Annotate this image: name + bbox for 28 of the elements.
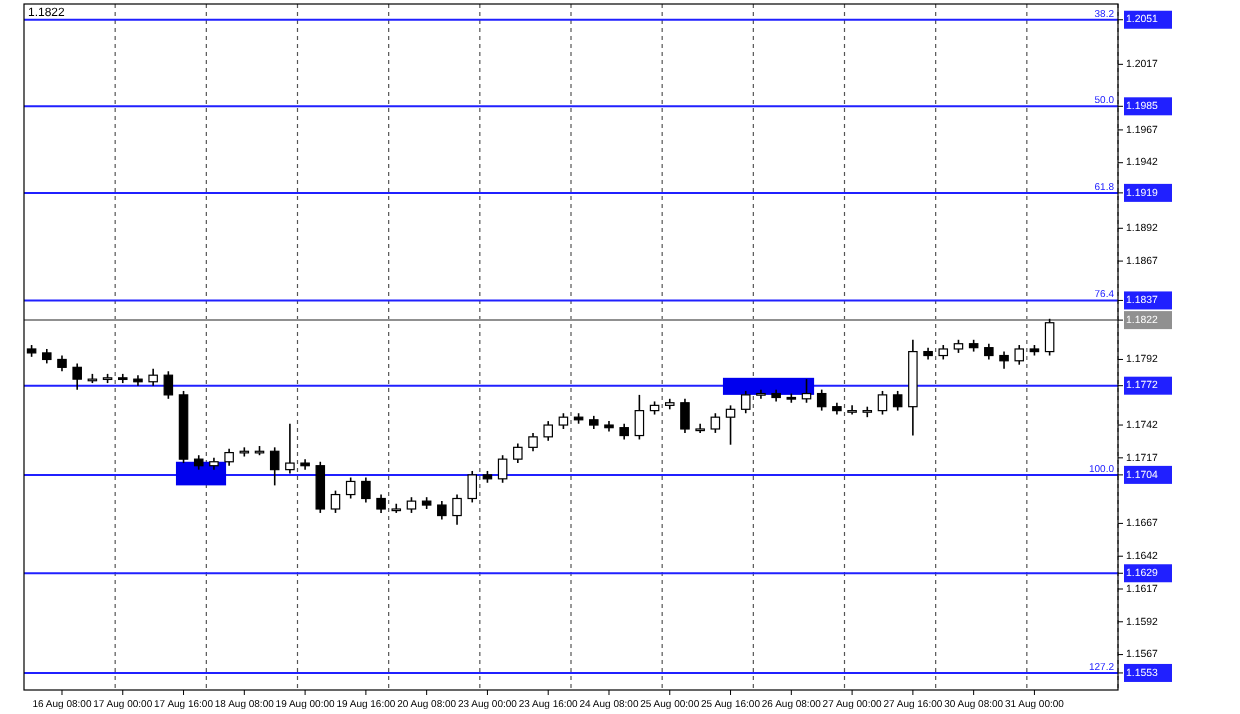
candlestick (680, 398, 690, 434)
candlestick (497, 454, 508, 484)
candlestick (847, 404, 857, 416)
candlestick (345, 476, 356, 500)
candlestick (437, 500, 447, 521)
candlestick (163, 370, 174, 400)
candlestick (269, 446, 280, 487)
candlestick (361, 476, 371, 504)
candlestick (452, 493, 462, 526)
candlestick (467, 470, 478, 504)
candlestick (816, 388, 827, 412)
candlestick (285, 422, 295, 475)
candlestick (330, 489, 341, 514)
candlestick (528, 432, 538, 453)
candlestick (1044, 318, 1055, 357)
candlestick (1014, 344, 1025, 366)
candlestick (543, 420, 553, 442)
candlestick (315, 460, 326, 514)
candlestick (740, 390, 751, 415)
candlestick (877, 390, 888, 416)
candlestick (513, 442, 523, 464)
candlestick (892, 390, 903, 412)
candlestick (634, 394, 645, 441)
candlestick (725, 404, 736, 446)
candlestick (376, 493, 386, 514)
candlestick (72, 362, 82, 391)
candlestick (710, 412, 721, 434)
candlestick (801, 378, 812, 404)
